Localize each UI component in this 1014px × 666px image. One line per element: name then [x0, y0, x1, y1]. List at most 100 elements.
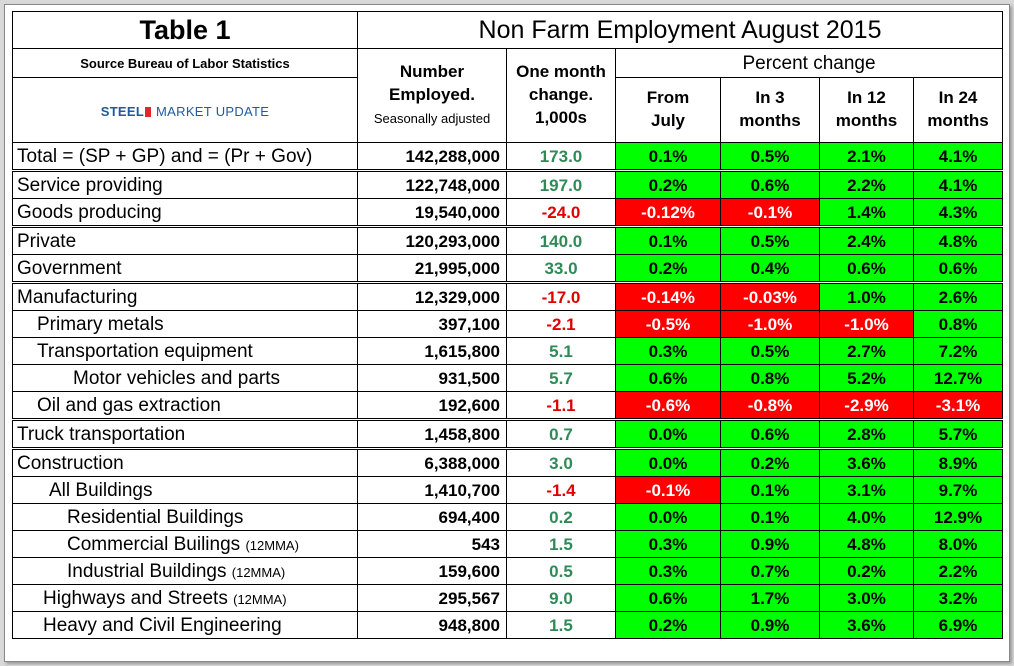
- percent-m24-value: 0.8%: [912, 310, 1004, 338]
- percent-m3-value: 0.5%: [720, 142, 820, 171]
- percent-m12-value: 2.2%: [819, 169, 914, 199]
- percent-m1-value: 0.1%: [615, 225, 721, 255]
- employed-value: 19,540,000: [357, 198, 507, 227]
- percent-m1-value: 0.6%: [615, 584, 721, 612]
- percent-m3-value: 0.5%: [720, 225, 820, 255]
- change-value: 1.5: [506, 611, 616, 639]
- change-value: 197.0: [506, 169, 616, 199]
- steel-market-update-logo: STEEL MARKET UPDATE: [12, 77, 358, 143]
- percent-m12-value: 3.6%: [819, 447, 914, 477]
- percent-m3-value: 0.4%: [720, 254, 820, 283]
- percent-m24-value: 7.2%: [912, 337, 1004, 365]
- percent-m12-value: 1.0%: [819, 281, 914, 311]
- percent-m24-value: 4.1%: [912, 142, 1004, 171]
- table-row: Highways and Streets (12MMA) 295,567 9.0 0.…: [12, 584, 1004, 612]
- change-value: 5.1: [506, 337, 616, 365]
- percent-m24-value: 4.8%: [912, 225, 1004, 255]
- percent-m12-value: 3.0%: [819, 584, 914, 612]
- table-row: Motor vehicles and parts 931,500 5.7 0.6% 0.…: [12, 364, 1004, 392]
- percent-m1-value: -0.5%: [615, 310, 721, 338]
- employed-value: 122,748,000: [357, 169, 507, 199]
- row-label: Heavy and Civil Engineering: [12, 611, 358, 639]
- table-row: Total = (SP + GP) and = (Pr + Gov) 142,28…: [12, 142, 1004, 171]
- table-row: Construction 6,388,000 3.0 0.0% 0.2% 3.6% 8.9%: [12, 447, 1004, 477]
- percent-m24-value: 3.2%: [912, 584, 1004, 612]
- percent-m1-value: 0.0%: [615, 447, 721, 477]
- table-row: Private 120,293,000 140.0 0.1% 0.5% 2.4% 4.8%: [12, 225, 1004, 255]
- row-label: Goods producing: [12, 198, 358, 227]
- table-frame: Table 1 Non Farm Employment August 2015 …: [4, 4, 1010, 662]
- employed-value: 295,567: [357, 584, 507, 612]
- percent-m3-value: 0.1%: [720, 476, 820, 504]
- percent-m3-value: 0.7%: [720, 557, 820, 585]
- percent-m24-value: 6.9%: [912, 611, 1004, 639]
- percent-m12-value: 5.2%: [819, 364, 914, 392]
- percent-m1-value: 0.0%: [615, 503, 721, 531]
- percent-m3-value: -1.0%: [720, 310, 820, 338]
- percent-m1-value: 0.3%: [615, 337, 721, 365]
- percent-m24-value: 9.7%: [912, 476, 1004, 504]
- percent-change-header: Percent change: [614, 48, 1004, 78]
- row-label: Commercial Builings (12MMA): [12, 530, 358, 558]
- row-label: Highways and Streets (12MMA): [12, 584, 358, 612]
- table-row: Primary metals 397,100 -2.1 -0.5% -1.0% -1.0%…: [12, 310, 1004, 338]
- percent-m1-value: -0.12%: [615, 198, 721, 227]
- row-label: Motor vehicles and parts: [12, 364, 358, 392]
- table-row: Transportation equipment 1,615,800 5.1 0.3%…: [12, 337, 1004, 365]
- percent-m12-value: 0.6%: [819, 254, 914, 283]
- in-24-months-header: In 24 months: [912, 77, 1004, 143]
- employed-value: 12,329,000: [357, 281, 507, 311]
- table-subtitle: Non Farm Employment August 2015: [356, 11, 1004, 49]
- percent-m3-value: 0.2%: [720, 447, 820, 477]
- percent-m24-value: 4.1%: [912, 169, 1004, 199]
- employed-value: 159,600: [357, 557, 507, 585]
- percent-m1-value: 0.6%: [615, 364, 721, 392]
- percent-m24-value: 4.3%: [912, 198, 1004, 227]
- row-label: Primary metals: [12, 310, 358, 338]
- employed-value: 543: [357, 530, 507, 558]
- percent-m3-value: 0.6%: [720, 418, 820, 449]
- percent-m12-value: 2.8%: [819, 418, 914, 449]
- percent-m3-value: 0.1%: [720, 503, 820, 531]
- change-value: 9.0: [506, 584, 616, 612]
- row-label: Residential Buildings: [12, 503, 358, 531]
- employed-value: 120,293,000: [357, 225, 507, 255]
- employed-value: 142,288,000: [357, 142, 507, 171]
- percent-m12-value: -1.0%: [819, 310, 914, 338]
- table-row: Truck transportation 1,458,800 0.7 0.0% 0.6%…: [12, 418, 1004, 449]
- percent-m12-value: 1.4%: [819, 198, 914, 227]
- percent-m24-value: 12.9%: [912, 503, 1004, 531]
- row-label: Oil and gas extraction: [12, 391, 358, 420]
- change-value: 0.5: [506, 557, 616, 585]
- one-month-change-header: One month change. 1,000s: [506, 48, 616, 143]
- change-value: 3.0: [506, 447, 616, 477]
- table-row: Oil and gas extraction 192,600 -1.1 -0.6% -0…: [12, 391, 1004, 420]
- change-value: 0.2: [506, 503, 616, 531]
- percent-m1-value: 0.0%: [615, 418, 721, 449]
- change-value: -24.0: [506, 198, 616, 227]
- percent-m3-value: 0.8%: [720, 364, 820, 392]
- table-row: Commercial Builings (12MMA) 543 1.5 0.3% 0.9…: [12, 530, 1004, 558]
- employed-value: 21,995,000: [357, 254, 507, 283]
- employed-value: 192,600: [357, 391, 507, 420]
- row-label: Total = (SP + GP) and = (Pr + Gov): [12, 142, 358, 171]
- change-value: 0.7: [506, 418, 616, 449]
- table-row: All Buildings 1,410,700 -1.4 -0.1% 0.1% 3.1% 9…: [12, 476, 1004, 504]
- percent-m3-value: 0.5%: [720, 337, 820, 365]
- source-label: Source Bureau of Labor Statistics: [12, 48, 358, 78]
- in-12-months-header: In 12 months: [819, 77, 914, 143]
- row-label: Government: [12, 254, 358, 283]
- percent-m12-value: 3.1%: [819, 476, 914, 504]
- employment-table: Table 1 Non Farm Employment August 2015 …: [12, 11, 1004, 639]
- percent-m24-value: 5.7%: [912, 418, 1004, 449]
- percent-m24-value: -3.1%: [912, 391, 1004, 420]
- percent-m1-value: -0.6%: [615, 391, 721, 420]
- row-label: Industrial Buildings (12MMA): [12, 557, 358, 585]
- table-row: Residential Buildings 694,400 0.2 0.0% 0.1% 4…: [12, 503, 1004, 531]
- table-row: Heavy and Civil Engineering 948,800 1.5 0.2…: [12, 611, 1004, 639]
- percent-m12-value: 4.0%: [819, 503, 914, 531]
- table-row: Government 21,995,000 33.0 0.2% 0.4% 0.6% 0.6%: [12, 254, 1004, 283]
- percent-m24-value: 12.7%: [912, 364, 1004, 392]
- percent-m3-value: -0.8%: [720, 391, 820, 420]
- change-value: 33.0: [506, 254, 616, 283]
